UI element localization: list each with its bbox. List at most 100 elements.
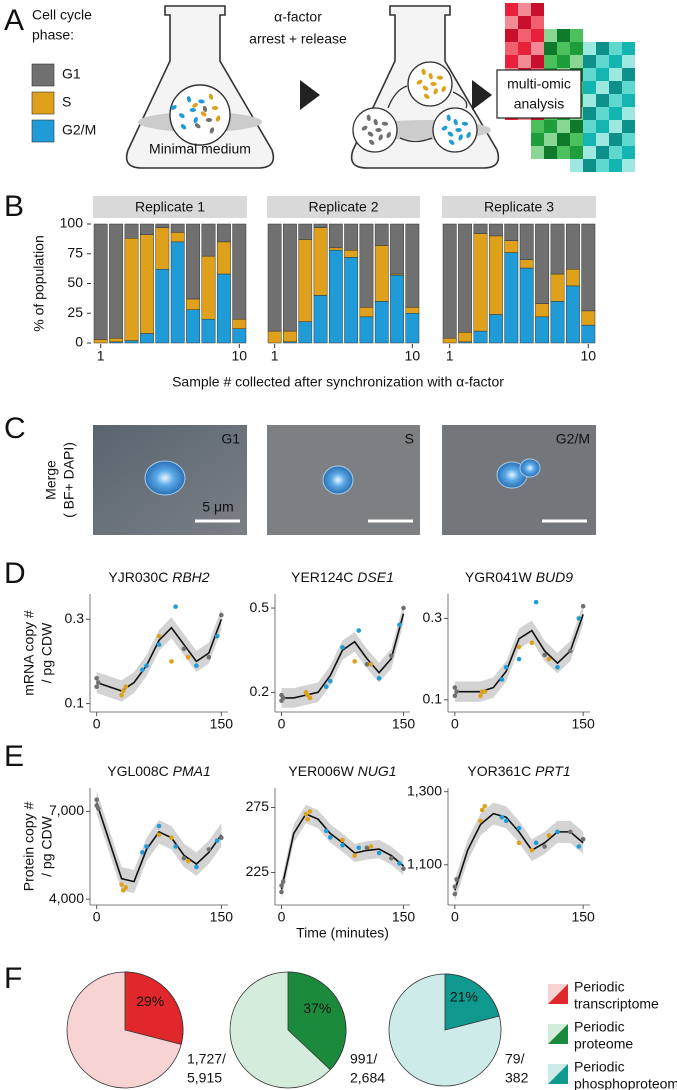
bar-segment — [390, 223, 404, 275]
legend-label: phosphoproteome — [574, 1076, 677, 1090]
x-tick-label: 1 — [446, 348, 454, 364]
legend-label: G1 — [62, 66, 81, 82]
bar-segment — [201, 255, 216, 320]
data-point — [279, 883, 284, 888]
bar-segment — [186, 309, 201, 344]
bar-segment — [216, 241, 231, 275]
data-point — [580, 836, 586, 842]
legend-label: Periodic — [574, 979, 625, 995]
data-point — [181, 646, 187, 652]
cell-dot — [441, 125, 448, 131]
facet-strip — [267, 196, 420, 218]
y-tick-label: 25 — [67, 304, 83, 320]
data-point — [454, 689, 459, 694]
arrow — [472, 80, 492, 110]
data-point — [328, 835, 333, 840]
y-tick-label: 275 — [246, 798, 270, 814]
cell-dot — [381, 121, 389, 126]
data-point — [280, 695, 286, 701]
bar-segment — [139, 333, 154, 344]
bar-segment — [201, 318, 216, 344]
y-tick-label: 0 — [75, 334, 83, 350]
data-point — [555, 829, 560, 835]
x-tick-label: 0 — [451, 716, 459, 732]
data-point — [580, 603, 586, 609]
heat-cell — [505, 55, 518, 68]
cell-dot — [423, 93, 430, 99]
x-tick-label: 150 — [571, 909, 595, 925]
data-point — [499, 814, 505, 820]
data-point — [194, 864, 199, 870]
heat-cell — [583, 159, 596, 172]
data-point — [169, 835, 174, 841]
bar-segment — [328, 223, 343, 249]
panel-label: A — [4, 4, 24, 37]
heat-cell — [609, 159, 622, 172]
data-point — [452, 884, 458, 890]
data-point — [185, 858, 191, 864]
heat-cell — [557, 120, 570, 133]
data-point — [516, 825, 522, 831]
heat-cell — [609, 68, 622, 81]
x-tick-label: 0 — [451, 909, 459, 925]
heat-cell — [622, 81, 635, 94]
data-point — [206, 847, 212, 852]
confidence-band — [96, 608, 222, 702]
heat-cell — [583, 107, 596, 120]
bar-segment — [359, 307, 374, 318]
heat-cell — [531, 55, 544, 68]
panel-label: D — [4, 557, 26, 590]
data-point — [529, 847, 535, 853]
heat-cell — [518, 29, 531, 42]
analysis-box — [496, 69, 582, 119]
bar-segment — [535, 316, 550, 344]
x-tick-label: 150 — [210, 909, 234, 925]
cell-dot — [366, 114, 371, 122]
label: S — [405, 431, 414, 447]
bar-segment — [504, 223, 519, 241]
bar-segment — [109, 337, 124, 343]
legend-swatch — [31, 119, 55, 143]
cell-dot — [453, 118, 458, 126]
cell-dot — [202, 105, 208, 113]
bar-segment — [442, 337, 457, 344]
data-point — [568, 648, 573, 654]
data-point — [328, 678, 333, 684]
count-label: 79/ — [505, 1051, 525, 1067]
data-point — [173, 844, 178, 849]
data-point — [356, 628, 362, 633]
data-point — [305, 816, 310, 822]
cell-dot — [211, 106, 219, 110]
data-point — [144, 844, 149, 849]
bar-segment — [344, 223, 359, 251]
heat-cell — [544, 55, 557, 68]
facet-title: Replicate 3 — [484, 199, 554, 215]
heat-cell — [505, 3, 518, 16]
fit-line — [281, 613, 405, 699]
locus-name: YOR361C — [467, 763, 531, 779]
heat-cell — [583, 68, 596, 81]
locus-name: YGR041W — [465, 569, 533, 585]
count-label: 991/ — [350, 1051, 377, 1067]
confidence-band — [96, 790, 222, 894]
label: α-factor — [274, 9, 322, 25]
heat-cell — [531, 146, 544, 159]
data-point — [194, 663, 199, 668]
heat-cell — [557, 29, 570, 42]
data-point — [206, 654, 212, 660]
heat-cell — [557, 55, 570, 68]
cell — [144, 460, 186, 496]
locus-name: YGL008C — [107, 763, 168, 779]
data-point — [123, 684, 129, 690]
heat-cell — [570, 133, 583, 146]
heat-cell — [609, 94, 622, 107]
cell-dot — [416, 79, 423, 85]
data-point — [576, 616, 582, 621]
legend-icon — [548, 1064, 568, 1084]
data-point — [542, 652, 547, 658]
data-label: 37% — [303, 1000, 331, 1016]
heat-cell — [622, 55, 635, 68]
data-point — [123, 885, 129, 890]
cell-dot — [447, 131, 454, 137]
fit-line — [96, 619, 223, 692]
